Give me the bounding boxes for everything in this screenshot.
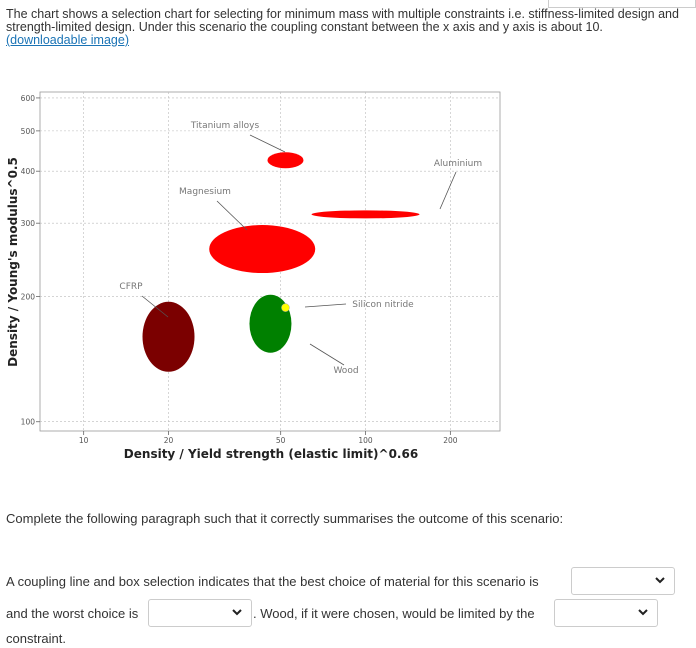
x-ticks: 10 20 50 100 200 (79, 431, 458, 445)
y-tick-label: 200 (21, 292, 36, 301)
chevron-down-icon (655, 577, 665, 584)
intro-paragraph: The chart shows a selection chart for se… (6, 7, 679, 34)
sentence-4: constraint. (6, 631, 66, 646)
chevron-down-icon (232, 609, 242, 616)
best-material-dropdown[interactable] (571, 567, 675, 595)
titanium-alloys-label: Titanium alloys (190, 121, 260, 131)
x-tick-label: 100 (358, 436, 373, 445)
cfrp-label: CFRP (119, 282, 143, 292)
worst-material-dropdown[interactable] (148, 599, 252, 627)
annotations: Titanium alloys Aluminium Magnesium CFRP Woo… (119, 121, 482, 376)
question-prompt: Complete the following paragraph such th… (6, 511, 564, 526)
sentence-3: . Wood, if it were chosen, would be limi… (253, 606, 535, 621)
y-tick-label: 400 (21, 167, 36, 176)
x-axis-label: Density / Yield strength (elastic limit)… (124, 447, 418, 461)
intro-text: The chart shows a selection chart for se… (6, 8, 686, 47)
y-tick-label: 300 (21, 219, 36, 228)
constraint-dropdown[interactable] (554, 599, 658, 627)
x-tick-label: 200 (443, 436, 458, 445)
y-tick-label: 600 (21, 94, 36, 103)
silicon-nitride-mark (281, 303, 290, 312)
wood-label: Wood (333, 366, 358, 376)
y-tick-label: 100 (21, 418, 36, 427)
wood-leader (309, 343, 345, 366)
titanium-alloys-leader (249, 134, 286, 153)
cfrp-leader (141, 295, 169, 318)
magnesium-label: Magnesium (179, 187, 231, 197)
aluminium-label: Aluminium (434, 159, 482, 169)
sentence-2: and the worst choice is (6, 606, 139, 621)
x-tick-label: 20 (164, 436, 174, 445)
silicon-nitride-leader (304, 303, 347, 308)
y-axis-label: Density / Young's modulus^0.5 (6, 157, 20, 367)
wood-mark (249, 294, 292, 353)
x-tick-label: 10 (79, 436, 89, 445)
magnesium-leader (216, 200, 248, 231)
material-marks (142, 152, 420, 372)
selection-chart: 100 200 300 400 500 600 10 20 50 100 200 Titanium… (0, 82, 510, 467)
sentence-1: A coupling line and box selection indica… (6, 574, 539, 589)
chevron-down-icon (638, 609, 648, 616)
magnesium-mark (209, 225, 316, 274)
downloadable-image-link[interactable]: (downloadable image) (6, 33, 129, 47)
x-tick-label: 50 (276, 436, 286, 445)
cfrp-mark (142, 301, 195, 372)
chart-svg: 100 200 300 400 500 600 10 20 50 100 200 Titanium… (6, 91, 501, 461)
y-ticks: 100 200 300 400 500 600 (21, 94, 40, 427)
aluminium-mark (311, 210, 420, 219)
aluminium-leader (439, 171, 457, 210)
silicon-nitride-label: Silicon nitride (352, 300, 414, 310)
y-tick-label: 500 (21, 127, 36, 136)
titanium-alloys-mark (267, 152, 304, 169)
